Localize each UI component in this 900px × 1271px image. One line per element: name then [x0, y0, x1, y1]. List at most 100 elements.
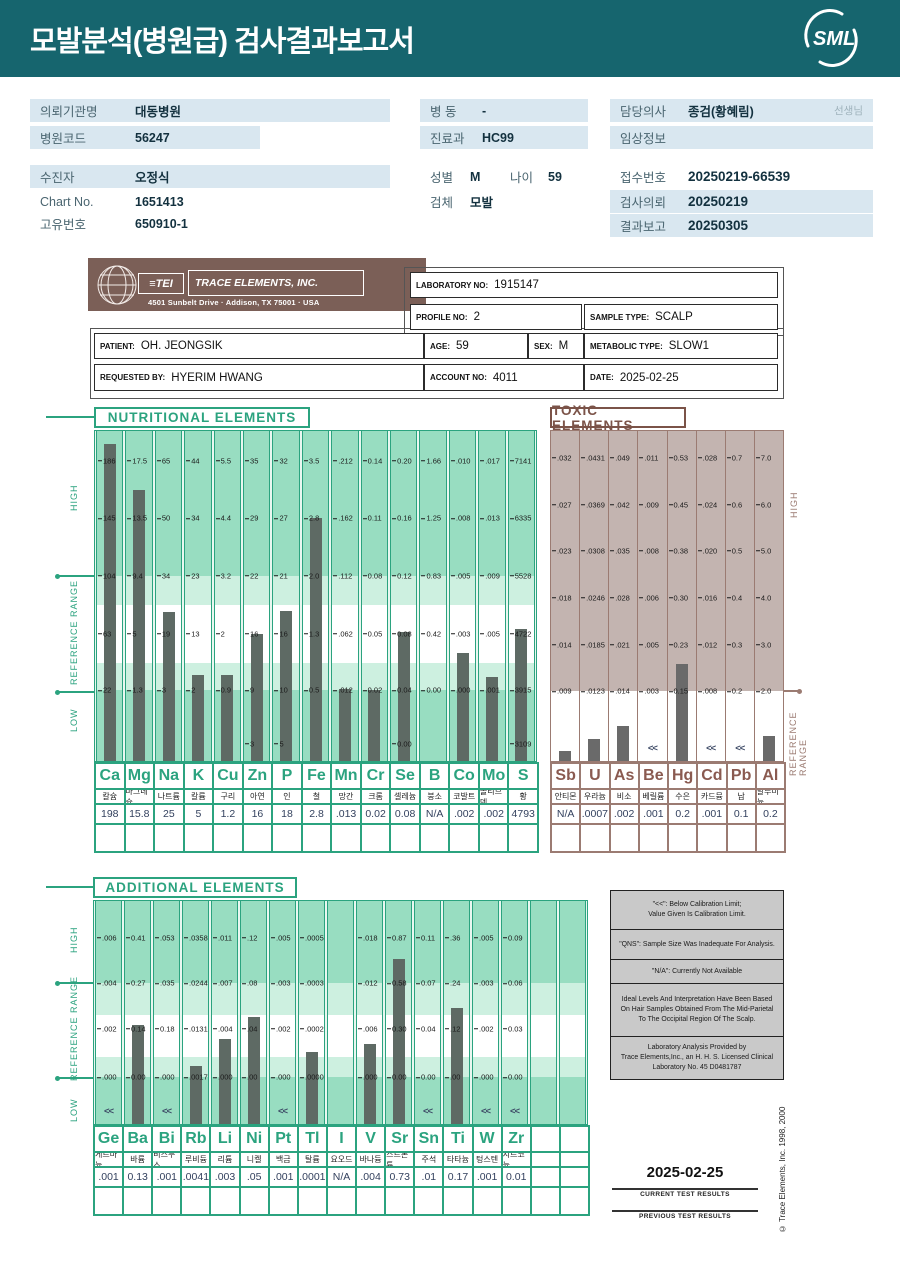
- tick-label-Ba: 0.27: [126, 980, 150, 988]
- cell-value-Ba: 0.13: [123, 1167, 153, 1187]
- footer-current-label: CURRENT TEST RESULTS: [640, 1191, 730, 1198]
- cell-symbol-Ti: Ti: [443, 1126, 473, 1152]
- note-lab-license: Laboratory Analysis Provided by Trace El…: [610, 1036, 784, 1080]
- cell-korean-B: 붕소: [419, 789, 450, 804]
- field-hosp-code: 병원코드 56247: [30, 126, 260, 149]
- cell-empty-Se: [390, 824, 420, 852]
- chart-column-Pt: .005 .003 .002 .000 <<: [269, 901, 296, 1124]
- account-no-value: 4011: [492, 371, 518, 384]
- field-request-label: 검사의뢰: [620, 196, 667, 210]
- age-value: 59: [456, 340, 469, 352]
- cell-korean-Be: 베릴륨: [638, 789, 668, 804]
- chart-column-Ba: 0.41 0.27 0.14 0.00: [124, 901, 151, 1124]
- tick-label-Ni: .00: [242, 1074, 266, 1082]
- tick-label-Na: 65: [156, 457, 181, 465]
- chart-column-Ni: .12 .08 .04 .00: [240, 901, 267, 1124]
- cell-value-Co: .002: [449, 804, 479, 824]
- cell-empty-Co: [449, 824, 479, 852]
- tick-label-Sr: 0.30: [387, 1025, 411, 1033]
- zone-dark: [155, 431, 182, 577]
- tick-label-Pb: 0.2: [726, 688, 754, 696]
- cell-korean-Li: 리튬: [210, 1152, 240, 1167]
- tei-company-name: TRACE ELEMENTS, INC.: [188, 270, 364, 296]
- field-report-value: 20250305: [688, 218, 749, 233]
- cell-empty-Pt: [268, 1187, 298, 1215]
- cell-symbol-V: V: [356, 1126, 386, 1152]
- tick-label-Rb: .0358: [184, 934, 208, 942]
- requested-by-label: REQUESTED BY:: [100, 373, 166, 382]
- below-calibration-marker-Sn: <<: [422, 1106, 433, 1117]
- chart-column-Pb: 0.7 0.6 0.5 0.4 0.3 0.2 <<: [724, 431, 754, 761]
- bar-Cu: [221, 674, 234, 761]
- bar-Ni: [247, 1016, 260, 1124]
- footer-line-current: [612, 1188, 758, 1190]
- zone-light: [502, 1056, 527, 1078]
- cell-value-Tl: .0001: [297, 1167, 327, 1187]
- cell-value-Mn: .013: [331, 804, 361, 824]
- bar-Fe: [309, 518, 322, 761]
- tick-label-S: 3109: [509, 740, 534, 748]
- zone-dark: [502, 901, 527, 984]
- chart-column-empty: [530, 901, 557, 1124]
- bar-Mo: [485, 676, 498, 761]
- zone-dark: [560, 1077, 585, 1124]
- cell-symbol-Mg: Mg: [124, 763, 155, 789]
- tick-label-Pt: .000: [271, 1074, 295, 1082]
- chart-column-Zn: 35 29 22 16 9 3: [243, 431, 271, 761]
- cell-empty-S: [508, 824, 538, 852]
- field-doctor-label: 담당의사: [620, 105, 667, 119]
- zone-light: [531, 1056, 556, 1078]
- zone-white: [299, 1014, 324, 1057]
- tei-badge: ≡ TEI: [138, 273, 184, 294]
- chart-column-Cr: 0.14 0.11 0.08 0.05 0.02: [360, 431, 389, 761]
- sample-type-label: SAMPLE TYPE:: [590, 312, 650, 322]
- nutritional-high-label: HIGH: [69, 484, 79, 512]
- cell-korean-empty: [559, 1152, 589, 1167]
- chart-column-Ge: .006 .004 .002 .000 <<: [95, 901, 122, 1124]
- cell-korean-U: 우라늄: [580, 789, 610, 804]
- lab-no-box: LABORATORY NO: 1915147: [410, 272, 778, 298]
- cell-symbol-Bi: Bi: [152, 1126, 182, 1152]
- chart-column-Sr: 0.87 0.58 0.30 0.00: [385, 901, 412, 1124]
- tick-label-Ni: .04: [242, 1025, 266, 1033]
- tick-label-S: 5528: [509, 572, 534, 580]
- cell-symbol-P: P: [272, 763, 302, 789]
- cell-symbol-Co: Co: [449, 763, 479, 789]
- field-patient: 수진자 오정식: [30, 165, 390, 188]
- field-receipt-value: 20250219-66539: [688, 169, 791, 184]
- cell-empty-Zr: [501, 1187, 531, 1215]
- tick-label-Sn: 0.11: [416, 934, 440, 942]
- cell-symbol-Zn: Zn: [242, 763, 273, 789]
- tick-label-Cu: 2: [215, 630, 240, 638]
- cell-empty-B: [419, 824, 450, 852]
- sample-type-value: SCALP: [655, 311, 693, 323]
- zone-dark: [96, 901, 121, 984]
- chart-column-W: .005 .003 .002 .000 <<: [472, 901, 499, 1124]
- chart-column-Rb: .0358 .0244 .0131 .0017: [182, 901, 209, 1124]
- tick-label-As: .014: [610, 688, 637, 696]
- zone-white: [183, 1014, 208, 1057]
- tick-label-Mn: .112: [333, 572, 357, 580]
- cell-value-Be: .001: [638, 804, 668, 824]
- zone-dark: [270, 1077, 295, 1124]
- cell-empty-Bi: [152, 1187, 182, 1215]
- field-doctor-value: 종검(황혜림): [688, 105, 754, 119]
- chart-column-Mg: 17.5 13.5 9.4 5 1.3: [125, 431, 153, 761]
- cell-empty-V: [356, 1187, 386, 1215]
- profile-no-label: PROFILE NO:: [416, 312, 468, 322]
- cell-value-Zn: 16: [242, 804, 273, 824]
- tick-label-Cd: .028: [697, 454, 725, 462]
- cell-empty-Al: [755, 824, 785, 852]
- zone-light: [415, 1056, 440, 1078]
- tick-label-As: .042: [610, 501, 637, 509]
- tick-label-Mg: 13.5: [127, 515, 151, 523]
- tick-label-Tl: .0005: [300, 934, 324, 942]
- zone-light: [185, 576, 211, 605]
- zone-light: [420, 662, 446, 691]
- chart-column-B: 1.66 1.25 0.83 0.42 0.00: [419, 431, 447, 761]
- cell-korean-Bi: 비스무스: [152, 1152, 182, 1167]
- age-box: AGE: 59: [424, 333, 528, 359]
- zone-light: [332, 576, 358, 605]
- tick-label-Cd: .016: [697, 594, 725, 602]
- zone-light: [415, 983, 440, 1015]
